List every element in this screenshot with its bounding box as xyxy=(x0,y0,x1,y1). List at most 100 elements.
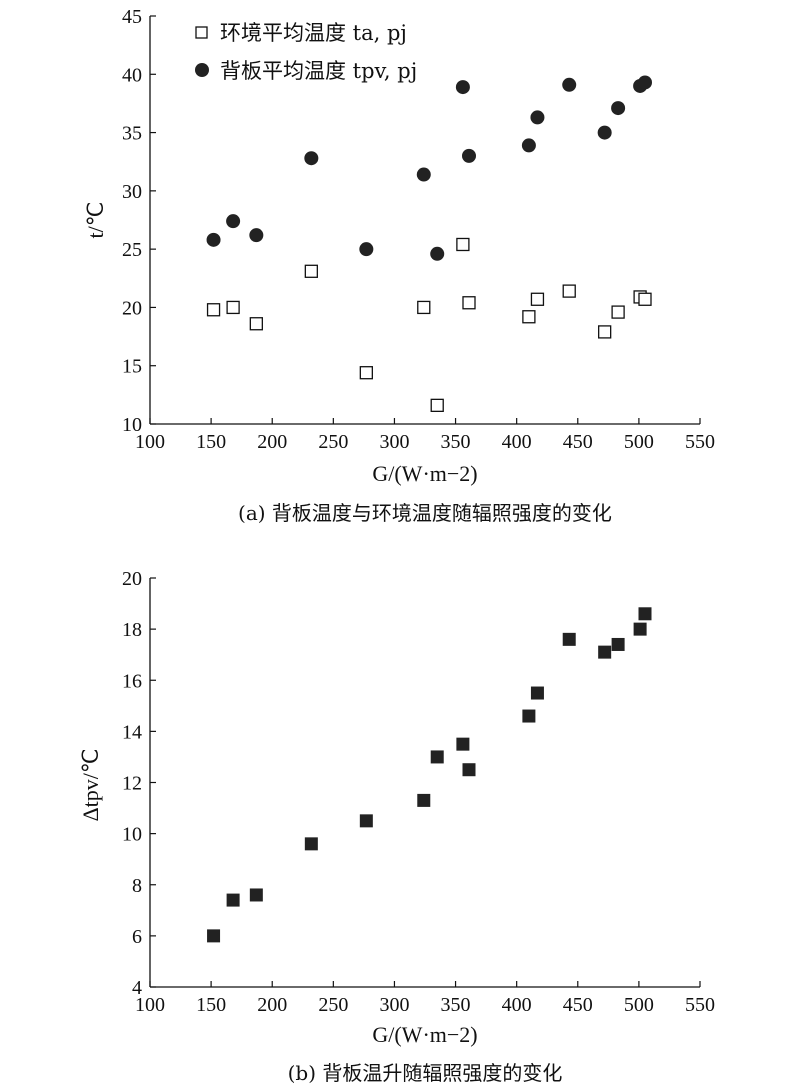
chart-a-axes: 100 150 200 250 300 350 400 450 500 550 10 15 20 25 30… xyxy=(122,6,715,453)
y-tick-label: 4 xyxy=(132,977,142,999)
chart-b-caption: (b) 背板温升随辐照强度的变化 xyxy=(288,1061,563,1085)
data-point-backsheet xyxy=(455,80,470,95)
y-tick-label: 35 xyxy=(122,123,142,145)
y-tick-label: 12 xyxy=(122,773,142,795)
data-point-ambient xyxy=(598,325,612,339)
data-point-temp-rise xyxy=(638,607,652,621)
data-point-temp-rise xyxy=(530,686,544,700)
y-tick-label: 16 xyxy=(122,670,142,692)
x-tick-label: 400 xyxy=(502,994,532,1016)
data-point-temp-rise xyxy=(598,645,612,659)
x-tick-label: 200 xyxy=(257,994,287,1016)
x-tick-label: 150 xyxy=(196,431,226,453)
data-point-ambient xyxy=(304,264,318,278)
legend-filled-circle-marker xyxy=(195,63,209,77)
x-tick-label: 250 xyxy=(318,431,348,453)
data-point-ambient xyxy=(206,303,221,317)
data-point-backsheet xyxy=(430,246,445,261)
data-point-backsheet xyxy=(359,242,374,257)
data-point-temp-rise xyxy=(359,814,373,828)
data-point-ambient xyxy=(430,398,444,412)
y-tick-label: 18 xyxy=(122,619,142,641)
data-point-backsheet xyxy=(530,110,545,125)
x-tick-label: 150 xyxy=(196,994,226,1016)
legend-label-ambient: 环境平均温度 ta, pj xyxy=(220,21,407,45)
data-point-backsheet xyxy=(416,167,431,182)
x-tick-label: 250 xyxy=(318,994,348,1016)
x-tick-label: 550 xyxy=(685,994,715,1016)
data-point-ambient xyxy=(562,284,576,298)
chart-b-ylabel: Δtpv/℃ xyxy=(78,748,103,821)
data-point-temp-rise xyxy=(207,929,221,943)
y-tick-label: 8 xyxy=(132,875,142,897)
data-point-ambient xyxy=(638,292,652,306)
x-tick-label: 400 xyxy=(502,431,532,453)
data-point-backsheet xyxy=(462,148,476,163)
x-tick-label: 500 xyxy=(624,431,654,453)
chart-a-xlabel: G/(W·m−2) xyxy=(372,461,477,486)
data-point-backsheet xyxy=(638,75,652,90)
chart-b: 100 150 200 250 300 350 400 450 500 550 4 6 8 10 12 14 1… xyxy=(78,568,715,1085)
y-tick-label: 14 xyxy=(122,721,142,743)
y-tick-label: 20 xyxy=(122,297,142,319)
x-tick-label: 300 xyxy=(379,431,409,453)
x-tick-label: 450 xyxy=(563,994,593,1016)
y-tick-label: 25 xyxy=(122,239,142,261)
chart-a-caption: (a) 背板温度与环境温度随辐照强度的变化 xyxy=(238,501,612,525)
data-point-temp-rise xyxy=(456,737,470,751)
chart-b-xlabel: G/(W·m−2) xyxy=(372,1022,477,1047)
chart-b-marks xyxy=(207,607,652,943)
data-point-temp-rise xyxy=(226,893,240,907)
data-point-ambient xyxy=(417,300,431,315)
x-tick-label: 300 xyxy=(379,994,409,1016)
x-tick-label: 200 xyxy=(257,431,287,453)
data-point-temp-rise xyxy=(633,622,647,636)
x-tick-label: 550 xyxy=(685,431,715,453)
x-tick-label: 350 xyxy=(441,994,471,1016)
data-point-temp-rise xyxy=(249,888,263,902)
data-point-ambient xyxy=(226,300,240,315)
legend-open-square-marker xyxy=(195,26,208,39)
y-tick-label: 20 xyxy=(122,568,142,590)
legend-label-backsheet: 背板平均温度 tpv, pj xyxy=(220,59,417,83)
y-tick-label: 45 xyxy=(122,6,142,28)
data-point-temp-rise xyxy=(430,750,444,764)
data-point-ambient xyxy=(456,237,470,252)
data-point-backsheet xyxy=(521,138,536,153)
data-point-temp-rise xyxy=(522,709,536,723)
chart-a: 100 150 200 250 300 350 400 450 500 550 10 15 20 25 30… xyxy=(83,6,715,525)
data-point-temp-rise xyxy=(462,763,476,777)
x-tick-label: 100 xyxy=(135,431,165,453)
y-tick-label: 10 xyxy=(122,414,142,436)
data-point-ambient xyxy=(249,317,263,331)
data-point-temp-rise xyxy=(562,632,576,646)
data-point-backsheet xyxy=(249,228,264,243)
x-tick-label: 450 xyxy=(563,431,593,453)
x-tick-label: 100 xyxy=(135,994,165,1016)
chart-a-marks xyxy=(206,75,652,412)
data-point-ambient xyxy=(611,305,625,319)
chart-a-ylabel: t/℃ xyxy=(83,202,108,239)
x-tick-label: 350 xyxy=(441,431,471,453)
data-point-ambient xyxy=(522,310,536,324)
data-point-backsheet xyxy=(206,232,221,247)
chart-a-legend: 环境平均温度 ta, pj 背板平均温度 tpv, pj xyxy=(195,21,417,83)
y-tick-label: 15 xyxy=(122,356,142,378)
chart-b-axes: 100 150 200 250 300 350 400 450 500 550 4 6 8 10 12 14 1… xyxy=(122,568,715,1016)
y-tick-label: 6 xyxy=(132,926,142,948)
data-point-temp-rise xyxy=(611,637,625,651)
y-tick-label: 10 xyxy=(122,824,142,846)
data-point-temp-rise xyxy=(304,837,318,851)
data-point-backsheet xyxy=(562,77,577,92)
data-point-ambient xyxy=(359,366,373,380)
data-point-backsheet xyxy=(226,214,241,229)
data-point-backsheet xyxy=(597,125,612,140)
data-point-temp-rise xyxy=(417,793,431,807)
data-point-ambient xyxy=(530,292,545,306)
data-point-backsheet xyxy=(304,151,319,166)
x-tick-label: 500 xyxy=(624,994,654,1016)
y-tick-label: 30 xyxy=(122,181,142,203)
y-tick-label: 40 xyxy=(122,64,142,86)
data-point-backsheet xyxy=(611,101,626,116)
